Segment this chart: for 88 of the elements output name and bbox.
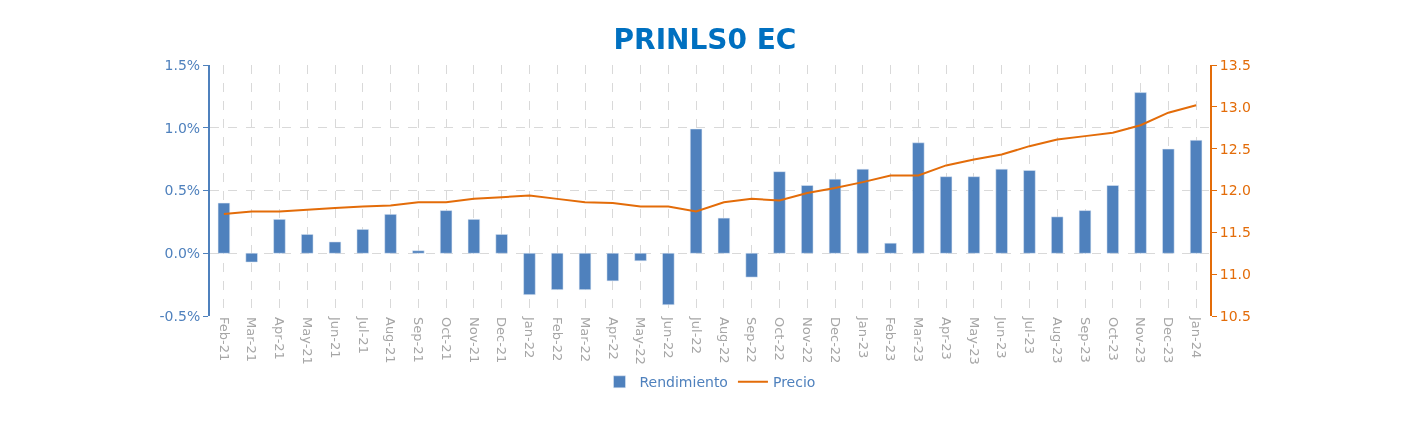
y2-tick-label: 13.5 (1219, 56, 1251, 73)
bar (301, 234, 314, 254)
y2-tick-label: 11.5 (1219, 224, 1251, 241)
x-tick-label: Jul-23 (1022, 316, 1038, 354)
bar (884, 242, 897, 254)
x-tick-label: Dec-21 (494, 317, 510, 364)
x-tick-label: May-21 (299, 317, 315, 365)
bar (1106, 185, 1119, 254)
bar (717, 217, 730, 254)
x-tick-label: Nov-23 (1133, 317, 1149, 364)
y-tick-label: 0.5% (164, 182, 201, 199)
bar (662, 253, 675, 305)
x-tick-label: Aug-22 (716, 317, 732, 364)
bar (967, 176, 980, 254)
bar (495, 234, 508, 254)
x-tick-label: Jan-23 (855, 316, 871, 359)
x-tick-label: Jan-22 (522, 316, 538, 359)
x-tick-label: Nov-22 (799, 317, 815, 364)
x-tick-label: Mar-22 (577, 317, 593, 362)
x-tick-label: Feb-23 (883, 317, 899, 362)
bar (773, 171, 786, 254)
x-tick-label: Sep-22 (744, 317, 760, 363)
bar (912, 142, 925, 254)
x-tick-label: Dec-22 (827, 317, 843, 364)
x-tick-label: Nov-21 (466, 317, 482, 364)
x-tick-label: Sep-21 (411, 317, 427, 363)
x-tick-label: Jul-21 (355, 316, 371, 354)
bar (634, 253, 647, 262)
bar (940, 176, 953, 254)
bar (217, 202, 230, 254)
y2-tick-label: 12.5 (1219, 140, 1251, 157)
chart-title: PRINLS0 EC (613, 23, 797, 57)
x-tick-label: Jun-23 (994, 316, 1010, 359)
bar (1162, 148, 1175, 254)
bar (745, 253, 758, 278)
x-tick-label: Oct-22 (772, 317, 788, 361)
x-tick-label: Oct-23 (1105, 317, 1121, 361)
bar (1134, 92, 1147, 254)
x-tick-label: Mar-23 (911, 317, 927, 362)
legend-label: Rendimiento (639, 374, 728, 391)
bar (690, 128, 703, 254)
x-tick-label: Sep-23 (1077, 317, 1093, 363)
x-tick-label: Jul-22 (688, 316, 704, 354)
bar (273, 219, 286, 254)
x-tick-label: May-23 (966, 317, 982, 365)
bar (995, 168, 1008, 254)
x-tick-label: Feb-21 (216, 317, 232, 362)
bar (467, 219, 480, 254)
bar (356, 229, 369, 254)
x-tick-label: Jan-24 (1188, 316, 1204, 359)
bar (578, 253, 592, 290)
bar (440, 210, 453, 254)
line-series (222, 104, 1198, 215)
bar (1023, 170, 1036, 254)
x-tick-label: May-22 (633, 317, 649, 365)
y-tick-label: 1.0% (164, 119, 201, 136)
legend-label: Precio (772, 374, 816, 391)
x-tick-label: Oct-21 (438, 317, 454, 361)
x-tick-label: Dec-23 (1161, 317, 1177, 364)
bar (412, 250, 425, 254)
y-tick-label: -0.5% (159, 307, 201, 324)
bar (523, 253, 536, 295)
bar (328, 241, 342, 254)
bar (828, 178, 842, 254)
x-tick-label: Apr-23 (938, 317, 954, 360)
y2-tick-label: 13.0 (1219, 98, 1251, 115)
y2-tick-label: 10.5 (1219, 307, 1251, 324)
bar (606, 253, 619, 282)
bar (856, 168, 869, 254)
bar (384, 214, 397, 254)
x-tick-label: Mar-21 (244, 317, 260, 362)
bar (245, 253, 258, 263)
x-tick-label: Feb-22 (549, 317, 565, 362)
x-tick-label: Jun-21 (327, 316, 343, 359)
y-tick-label: 1.5% (164, 56, 201, 73)
x-tick-label: Aug-21 (383, 317, 399, 364)
y2-tick-label: 11.0 (1219, 266, 1251, 283)
y2-tick-label: 12.0 (1219, 182, 1251, 199)
x-tick-label: Apr-22 (605, 317, 621, 360)
bar (1078, 210, 1092, 254)
x-tick-label: Jun-22 (661, 316, 677, 359)
x-tick-label: Apr-21 (272, 317, 288, 360)
bar (551, 253, 564, 290)
bar (1051, 216, 1064, 254)
x-tick-label: Aug-23 (1049, 317, 1065, 364)
y-tick-label: 0.0% (164, 245, 201, 262)
bar (1190, 140, 1203, 254)
bar (801, 185, 814, 254)
